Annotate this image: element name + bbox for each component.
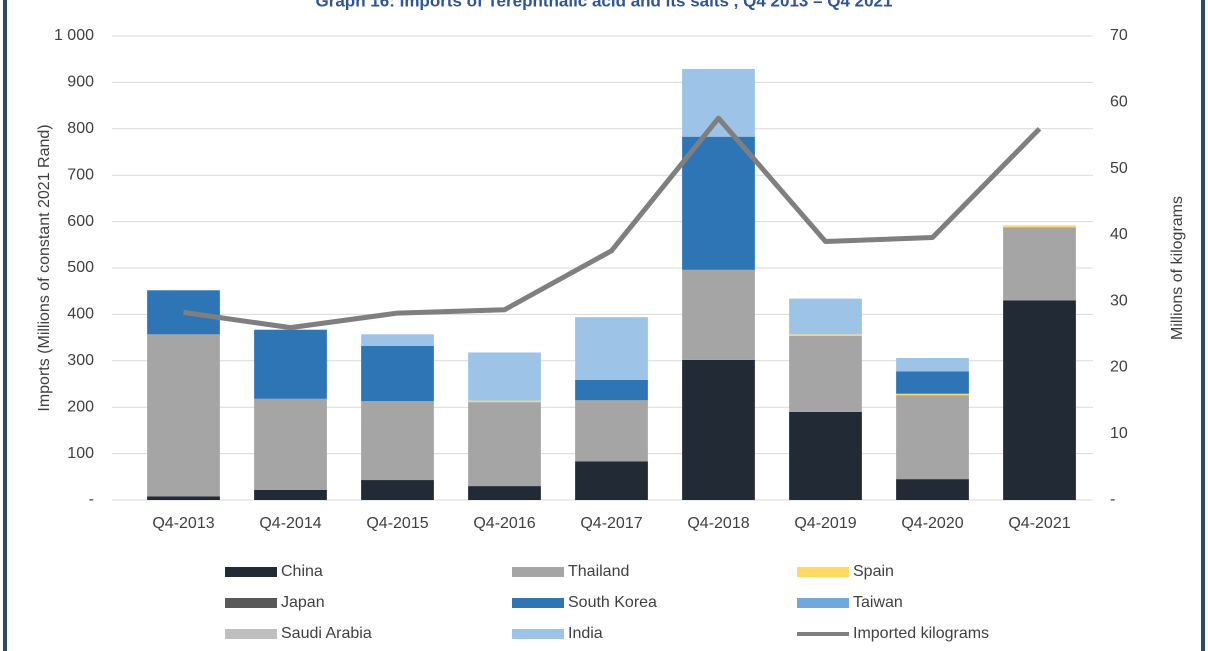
bar-segment xyxy=(468,400,541,403)
legend-label: Taiwan xyxy=(853,594,903,611)
bar-segment xyxy=(361,345,434,402)
bar-segment xyxy=(254,329,327,399)
bar-segment xyxy=(896,479,969,500)
y2-tick-label: 40 xyxy=(1110,226,1128,243)
line-series xyxy=(183,115,1042,331)
x-tick-label: Q4-2018 xyxy=(687,515,749,532)
bar-segment xyxy=(147,290,220,335)
bar-segment xyxy=(254,489,327,500)
bar-segment xyxy=(147,496,220,500)
bar-segment xyxy=(468,402,541,487)
bar-segment xyxy=(575,461,648,500)
x-tick-label: Q4-2020 xyxy=(901,515,963,532)
y-tick-label: 700 xyxy=(67,166,94,183)
legend-swatch xyxy=(512,567,564,577)
x-tick-label: Q4-2014 xyxy=(259,515,321,532)
chart-title: Graph 16: Imports of Terephthalic acid a… xyxy=(316,0,893,10)
y-tick-label: 300 xyxy=(67,352,94,369)
bar-segment xyxy=(575,317,648,380)
legend-label: Imported kilograms xyxy=(853,625,989,642)
bar-segment xyxy=(361,334,434,346)
bar-segment xyxy=(1003,227,1076,301)
legend-label: Thailand xyxy=(568,563,629,580)
bar-segment xyxy=(575,400,648,462)
y-tick-label: 100 xyxy=(67,445,94,462)
legend-swatch xyxy=(797,567,849,577)
y-tick-label: 400 xyxy=(67,306,94,323)
y2-tick-label: 20 xyxy=(1110,359,1128,376)
y2-tick-label: 30 xyxy=(1110,292,1128,309)
bar-segment xyxy=(789,411,862,500)
legend-label: Spain xyxy=(853,563,894,580)
legend-swatch xyxy=(225,629,277,639)
bar-segment xyxy=(682,68,755,137)
bar-segment xyxy=(896,358,969,372)
bar-segment xyxy=(147,334,220,497)
bar-segment xyxy=(361,480,434,500)
y2-axis-title: Millions of kilograms xyxy=(1169,196,1186,340)
legend-swatch xyxy=(225,567,277,577)
bar-segment xyxy=(1003,300,1076,500)
bar-segment xyxy=(789,298,862,335)
bar-segment xyxy=(254,398,327,490)
legend-label: South Korea xyxy=(568,594,657,611)
y-tick-label: 200 xyxy=(67,398,94,415)
x-tick-label: Q4-2015 xyxy=(366,515,428,532)
legend-label: India xyxy=(568,625,603,642)
y2-tick-label: - xyxy=(1110,491,1115,508)
y-tick-label: 900 xyxy=(67,74,94,91)
bar-segment xyxy=(682,359,755,500)
x-tick-label: Q4-2017 xyxy=(580,515,642,532)
legend-swatch xyxy=(225,598,277,608)
bar-segment xyxy=(896,395,969,480)
y-tick-label: - xyxy=(89,491,94,508)
bar-segment xyxy=(468,486,541,500)
bar-segment xyxy=(468,352,541,401)
legend-swatch xyxy=(512,598,564,608)
y2-tick-label: 70 xyxy=(1110,27,1128,44)
y2-tick-label: 10 xyxy=(1110,425,1128,442)
bar-segment xyxy=(682,136,755,270)
y-tick-label: 800 xyxy=(67,120,94,137)
y-axis-title: Imports (Millions of constant 2021 Rand) xyxy=(36,124,53,411)
legend-label: China xyxy=(281,563,323,580)
y-tick-label: 500 xyxy=(67,259,94,276)
y2-tick-label: 50 xyxy=(1110,160,1128,177)
legend-swatch xyxy=(512,629,564,639)
legend-swatch xyxy=(797,598,849,608)
x-tick-label: Q4-2021 xyxy=(1008,515,1070,532)
x-tick-label: Q4-2016 xyxy=(473,515,535,532)
frame xyxy=(3,0,1205,651)
x-tick-label: Q4-2013 xyxy=(152,515,214,532)
bar-segment xyxy=(361,401,434,481)
bar-segment xyxy=(896,393,969,396)
y2-tick-label: 60 xyxy=(1110,94,1128,111)
bar-segment xyxy=(789,335,862,412)
x-tick-label: Q4-2019 xyxy=(794,515,856,532)
legend-label: Japan xyxy=(281,594,325,611)
bar-segment xyxy=(682,269,755,360)
bar-segment xyxy=(575,379,648,401)
legend-label: Saudi Arabia xyxy=(281,625,372,642)
y-tick-label: 600 xyxy=(67,213,94,230)
y-tick-label: 1 000 xyxy=(54,27,94,44)
bar-segment xyxy=(896,371,969,394)
bar-segment xyxy=(1003,225,1076,228)
bar-segment xyxy=(789,334,862,336)
